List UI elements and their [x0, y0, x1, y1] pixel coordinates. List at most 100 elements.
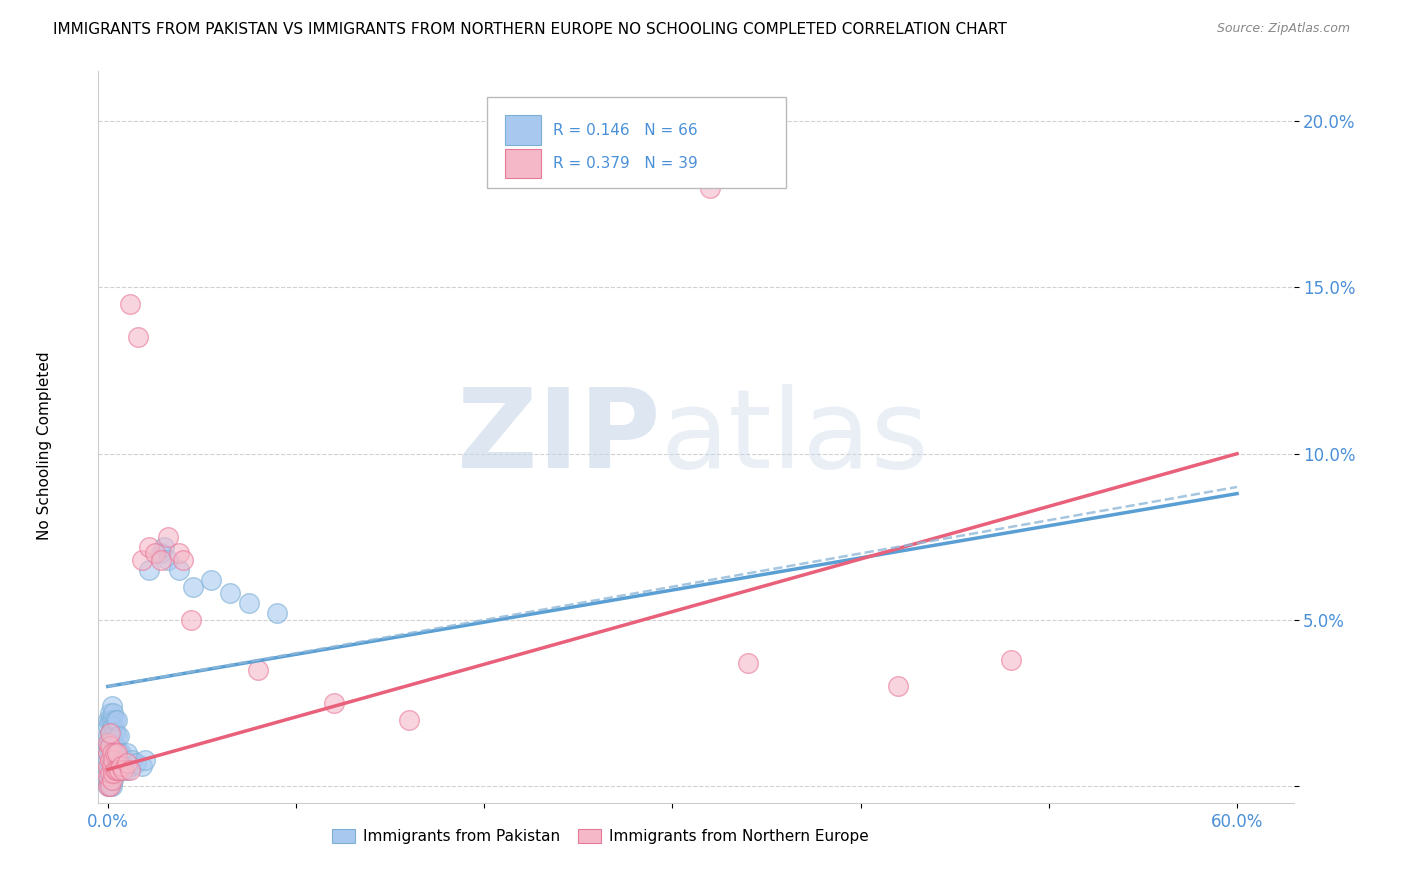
Point	[110, 763, 132, 777]
Point	[105, 746, 128, 760]
Point	[98, 736, 121, 750]
Point	[98, 779, 121, 793]
Point	[111, 753, 134, 767]
Point	[105, 713, 128, 727]
Point	[103, 765, 125, 780]
Point	[103, 759, 125, 773]
Point	[737, 656, 759, 670]
Point	[98, 706, 121, 720]
Point	[219, 586, 242, 600]
Point	[97, 763, 120, 777]
Point	[111, 763, 134, 777]
Point	[115, 763, 138, 777]
Point	[100, 772, 122, 787]
Point	[181, 580, 204, 594]
Point	[97, 759, 120, 773]
Point	[169, 563, 191, 577]
Point	[110, 746, 132, 760]
Point	[138, 563, 160, 577]
Point	[97, 729, 120, 743]
Point	[114, 759, 136, 773]
Point	[105, 729, 128, 743]
Legend: Immigrants from Pakistan, Immigrants from Northern Europe: Immigrants from Pakistan, Immigrants fro…	[326, 822, 875, 850]
Point	[98, 759, 121, 773]
Point	[97, 746, 120, 760]
Point	[98, 769, 121, 783]
Point	[172, 553, 194, 567]
Point	[110, 759, 132, 773]
Point	[104, 765, 127, 780]
Bar	[505, 149, 541, 178]
Point	[103, 746, 125, 760]
Point	[120, 763, 142, 777]
Point	[134, 753, 156, 767]
Point	[266, 607, 288, 621]
Point	[1000, 653, 1022, 667]
Point	[105, 746, 128, 760]
Point	[98, 746, 121, 760]
Point	[97, 719, 120, 733]
Point	[887, 680, 910, 694]
Point	[97, 736, 120, 750]
Point	[111, 763, 134, 777]
Point	[97, 753, 120, 767]
Point	[169, 546, 191, 560]
Point	[120, 297, 142, 311]
Text: No Schooling Completed: No Schooling Completed	[38, 351, 52, 541]
Point	[398, 713, 420, 727]
Point	[238, 596, 260, 610]
Point	[103, 772, 125, 787]
Point	[157, 530, 180, 544]
Point	[97, 769, 120, 783]
Point	[138, 540, 160, 554]
Point	[100, 726, 122, 740]
Point	[97, 772, 120, 787]
Point	[121, 753, 143, 767]
Point	[131, 759, 153, 773]
Point	[103, 753, 125, 767]
Point	[97, 779, 120, 793]
Point	[103, 706, 125, 720]
Point	[153, 540, 176, 554]
Point	[149, 553, 172, 567]
Point	[98, 726, 121, 740]
Point	[104, 763, 127, 777]
Point	[105, 763, 128, 777]
Point	[157, 553, 180, 567]
Point	[105, 763, 128, 777]
Point	[103, 719, 125, 733]
Point	[97, 746, 120, 760]
Point	[98, 739, 121, 754]
Point	[98, 765, 121, 780]
Point	[180, 613, 202, 627]
Point	[115, 746, 138, 760]
Point	[100, 713, 122, 727]
Point	[699, 180, 721, 194]
Point	[120, 759, 142, 773]
Point	[104, 739, 127, 754]
Point	[100, 765, 122, 780]
Point	[108, 763, 131, 777]
Point	[149, 546, 172, 560]
Point	[108, 729, 131, 743]
Point	[104, 726, 127, 740]
Point	[108, 763, 131, 777]
Point	[143, 546, 166, 560]
Point	[98, 726, 121, 740]
Text: R = 0.146   N = 66: R = 0.146 N = 66	[553, 122, 697, 137]
Point	[100, 739, 122, 754]
Point	[131, 553, 153, 567]
Point	[115, 756, 138, 770]
Point	[100, 746, 122, 760]
Point	[127, 330, 149, 344]
Text: atlas: atlas	[661, 384, 928, 491]
Point	[97, 739, 120, 754]
Text: R = 0.379   N = 39: R = 0.379 N = 39	[553, 156, 697, 171]
Point	[100, 779, 122, 793]
Point	[247, 663, 270, 677]
Point	[100, 699, 122, 714]
Point	[108, 746, 131, 760]
Text: Source: ZipAtlas.com: Source: ZipAtlas.com	[1216, 22, 1350, 36]
Point	[104, 746, 127, 760]
Point	[98, 713, 121, 727]
